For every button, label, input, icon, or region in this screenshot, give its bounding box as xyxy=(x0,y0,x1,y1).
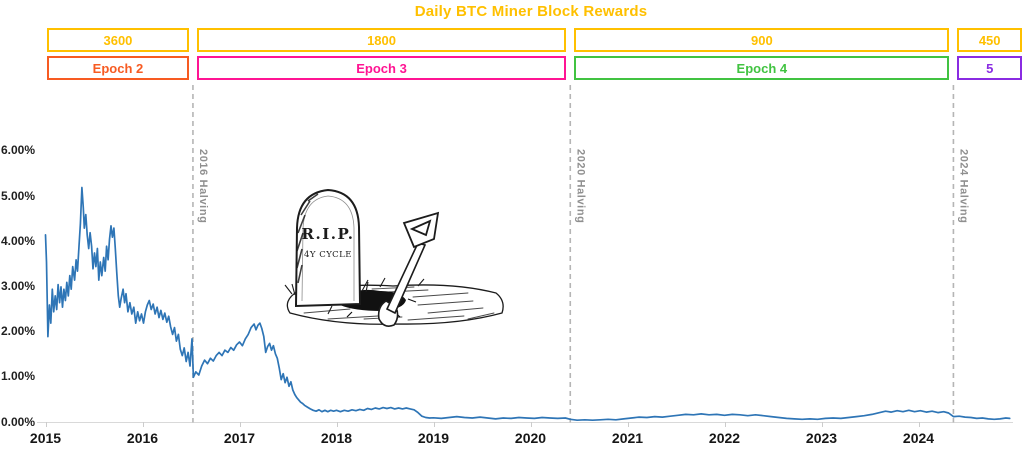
x-axis: 2015 2016 2017 2018 2019 2020 2021 2022 2023 2024 xyxy=(0,430,1024,454)
x-axis-tick xyxy=(336,422,338,427)
x-axis-tick xyxy=(821,422,823,427)
x-axis-label: 2018 xyxy=(320,430,353,446)
shovel-shaft xyxy=(385,242,427,315)
epoch-band: 5 xyxy=(957,56,1022,80)
x-axis-line xyxy=(37,422,1013,423)
x-axis-label: 2023 xyxy=(805,430,838,446)
x-axis-label: 2016 xyxy=(126,430,159,446)
x-axis-label: 2015 xyxy=(29,430,62,446)
x-axis-tick xyxy=(918,422,920,427)
x-axis-tick xyxy=(45,422,47,427)
rip-text: R.I.P. xyxy=(302,225,355,243)
halving-label: 2016 Halving xyxy=(196,149,209,224)
x-axis-tick xyxy=(724,422,726,427)
y-axis-label: 0.00% xyxy=(0,414,35,429)
reward-band: 900 xyxy=(574,28,950,52)
x-axis-tick xyxy=(433,422,435,427)
rip-4y-cycle-illustration: R.I.P. 4Y CYCLE xyxy=(284,188,504,327)
y-axis-label: 3.00% xyxy=(0,278,35,293)
y-axis-label: 5.00% xyxy=(0,188,35,203)
epoch-band: Epoch 2 xyxy=(47,56,189,80)
x-axis-label: 2019 xyxy=(417,430,450,446)
epoch-band: Epoch 3 xyxy=(196,56,567,80)
epoch-band: Epoch 4 xyxy=(574,56,950,80)
cycle-text: 4Y CYCLE xyxy=(304,250,352,260)
x-axis-tick xyxy=(627,422,629,427)
halving-label: 2024 Halving xyxy=(957,149,970,224)
reward-band: 450 xyxy=(957,28,1022,52)
x-axis-label: 2020 xyxy=(514,430,547,446)
chart-title: Daily BTC Miner Block Rewards xyxy=(414,3,648,20)
y-axis-label: 6.00% xyxy=(0,143,35,158)
x-axis-tick xyxy=(142,422,144,427)
y-axis-label: 1.00% xyxy=(0,369,35,384)
y-axis-label: 2.00% xyxy=(0,324,35,339)
x-axis-label: 2024 xyxy=(902,430,935,446)
y-axis: 0.00% 1.00% 2.00% 3.00% 4.00% 5.00% 6.00% xyxy=(0,0,37,458)
halving-label: 2020 Halving xyxy=(574,149,587,224)
x-axis-label: 2022 xyxy=(708,430,741,446)
reward-line-series xyxy=(44,186,1011,422)
x-axis-tick xyxy=(239,422,241,427)
x-axis-tick xyxy=(530,422,532,427)
y-axis-label: 4.00% xyxy=(0,233,35,248)
shovel-handle xyxy=(402,211,440,249)
reward-band: 3600 xyxy=(47,28,189,52)
reward-band: 1800 xyxy=(196,28,567,52)
x-axis-label: 2021 xyxy=(611,430,644,446)
x-axis-label: 2017 xyxy=(223,430,256,446)
